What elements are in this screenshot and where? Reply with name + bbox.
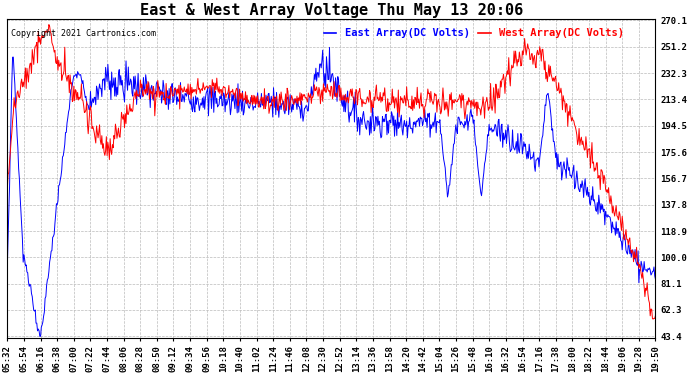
Legend: East Array(DC Volts), West Array(DC Volts): East Array(DC Volts), West Array(DC Volt… (320, 24, 628, 42)
Text: Copyright 2021 Cartronics.com: Copyright 2021 Cartronics.com (10, 28, 155, 38)
Title: East & West Array Voltage Thu May 13 20:06: East & West Array Voltage Thu May 13 20:… (140, 3, 523, 18)
